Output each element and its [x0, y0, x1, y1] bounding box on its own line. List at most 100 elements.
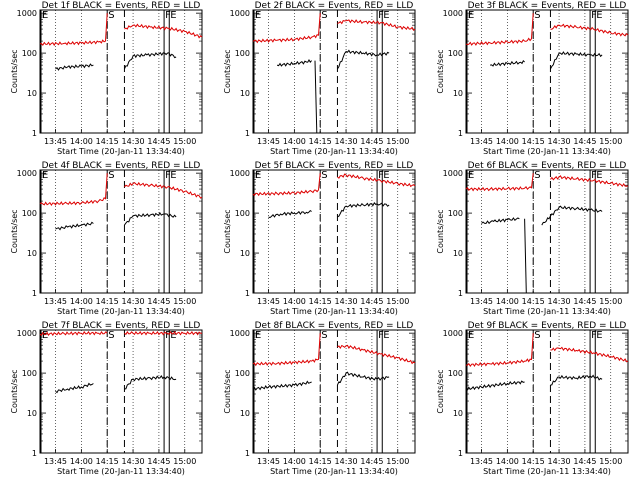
plot-frame — [252, 329, 416, 454]
y-tick-label: 10 — [27, 89, 37, 98]
x-tick-label: 14:00 — [496, 137, 519, 146]
x-tick-label: 14:30 — [335, 457, 358, 466]
x-axis-label: Start Time (20-Jan-11 13:34:40) — [57, 307, 185, 316]
x-tick-label: 14:45 — [147, 137, 170, 146]
x-tick-label: 14:30 — [122, 457, 145, 466]
lld-series-segment — [39, 173, 108, 207]
y-tick-label: 100 — [22, 209, 37, 218]
marker-s-label: S — [321, 330, 327, 341]
x-tick-label: 15:00 — [599, 297, 622, 306]
panel-title: Det 4f BLACK = Events, RED = LLD — [42, 161, 201, 171]
y-tick-label: 100 — [235, 209, 250, 218]
y-tick-label: 100 — [22, 369, 37, 378]
y-axis-label: Counts/sec — [10, 369, 19, 413]
x-tick-label: 15:00 — [173, 297, 196, 306]
marker-s-label: S — [108, 330, 114, 341]
x-tick-label: 15:00 — [386, 137, 409, 146]
lld-series-segment — [550, 175, 629, 188]
x-tick-label: 13:45 — [44, 137, 67, 146]
plot-frame — [39, 9, 203, 134]
y-tick-label: 10 — [240, 409, 250, 418]
marker-e-label: E — [255, 10, 261, 21]
y-tick-label: 1000 — [17, 329, 37, 338]
plot-frame — [465, 169, 629, 294]
plot-frame — [39, 169, 203, 294]
panel-det-4: Det 4f BLACK = Events, RED = LLD 1 10 100 10… — [10, 161, 203, 316]
x-tick-label: 14:00 — [70, 457, 93, 466]
x-tick-label: 14:00 — [283, 457, 306, 466]
lld-series-segment — [252, 173, 321, 197]
x-tick-label: 14:00 — [283, 137, 306, 146]
panel-title: Det 2f BLACK = Events, RED = LLD — [255, 1, 414, 11]
plot-frame — [465, 329, 629, 454]
lld-series-segment — [337, 344, 416, 365]
x-tick-label: 15:00 — [599, 457, 622, 466]
x-tick-label: 14:30 — [122, 297, 145, 306]
x-axis-label: Start Time (20-Jan-11 13:34:40) — [270, 467, 398, 476]
x-tick-label: 15:00 — [386, 297, 409, 306]
events-series-segment — [252, 380, 312, 391]
x-tick-label: 13:45 — [257, 457, 280, 466]
panel-det-1: Det 1f BLACK = Events, RED = LLD 1 10 100 10… — [10, 1, 203, 156]
events-series-segment — [336, 371, 390, 386]
x-tick-label: 14:15 — [309, 137, 332, 146]
marker-e-label: E — [255, 330, 261, 341]
events-series-segment — [541, 205, 603, 226]
marker-f-label: F — [165, 330, 171, 341]
plot-frame — [252, 9, 416, 134]
y-tick-label: 1 — [32, 449, 37, 458]
marker-e-label: E — [596, 170, 602, 181]
y-tick-label: 1 — [32, 129, 37, 138]
x-tick-label: 13:45 — [44, 297, 67, 306]
x-tick-label: 14:45 — [360, 297, 383, 306]
x-axis-label: Start Time (20-Jan-11 13:34:40) — [57, 467, 185, 476]
marker-e-label: E — [170, 330, 176, 341]
y-tick-label: 1 — [245, 289, 250, 298]
lld-series-segment — [252, 13, 321, 44]
y-tick-label: 10 — [27, 409, 37, 418]
x-tick-label: 15:00 — [173, 137, 196, 146]
marker-f-label: F — [165, 170, 171, 181]
y-tick-label: 10 — [240, 89, 250, 98]
marker-e-label: E — [596, 10, 602, 21]
x-tick-label: 14:00 — [283, 297, 306, 306]
panel-title: Det 6f BLACK = Events, RED = LLD — [468, 161, 627, 171]
x-tick-label: 14:15 — [309, 297, 332, 306]
y-tick-label: 100 — [448, 369, 463, 378]
y-tick-label: 1 — [245, 449, 250, 458]
marker-f-label: F — [378, 170, 384, 181]
marker-e-label: E — [170, 170, 176, 181]
x-tick-label: 14:45 — [573, 297, 596, 306]
x-tick-label: 14:15 — [96, 137, 119, 146]
y-tick-label: 1 — [245, 129, 250, 138]
y-axis-label: Counts/sec — [436, 49, 445, 93]
marker-e-label: E — [383, 330, 389, 341]
y-tick-label: 1000 — [443, 9, 463, 18]
marker-e-label: E — [42, 330, 48, 341]
marker-s-label: S — [534, 170, 540, 181]
y-tick-label: 10 — [27, 249, 37, 258]
x-axis-label: Start Time (20-Jan-11 13:34:40) — [483, 467, 611, 476]
marker-e-label: E — [596, 330, 602, 341]
x-tick-label: 13:45 — [470, 297, 493, 306]
lld-series-segment — [550, 23, 629, 37]
panel-det-8: Det 8f BLACK = Events, RED = LLD 1 10 100 10… — [223, 321, 416, 476]
lld-series-segment — [550, 346, 629, 363]
x-tick-label: 14:15 — [96, 457, 119, 466]
x-tick-label: 14:30 — [548, 137, 571, 146]
marker-e-label: E — [468, 10, 474, 21]
x-tick-label: 14:30 — [122, 137, 145, 146]
y-axis-label: Counts/sec — [223, 49, 232, 93]
y-tick-label: 1 — [458, 289, 463, 298]
panel-det-2: Det 2f BLACK = Events, RED = LLD 1 10 100 10… — [223, 1, 416, 156]
events-series-segment — [481, 217, 520, 225]
panel-title: Det 7f BLACK = Events, RED = LLD — [42, 321, 201, 331]
marker-f-label: F — [378, 330, 384, 341]
plot-frame — [465, 9, 629, 134]
y-axis-label: Counts/sec — [10, 49, 19, 93]
y-tick-label: 1000 — [443, 329, 463, 338]
x-tick-label: 15:00 — [599, 137, 622, 146]
x-tick-label: 14:45 — [147, 457, 170, 466]
marker-s-label: S — [108, 170, 114, 181]
x-tick-label: 15:00 — [386, 457, 409, 466]
